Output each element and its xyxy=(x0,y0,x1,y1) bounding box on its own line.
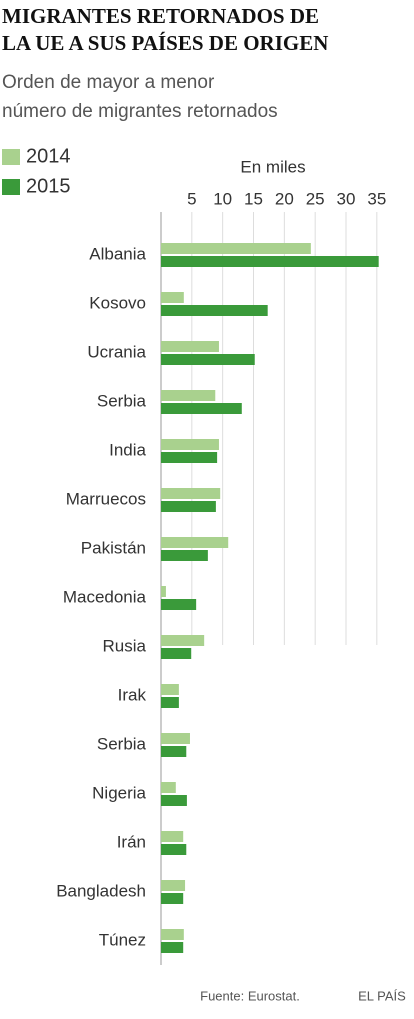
x-tick-label: 10 xyxy=(213,189,232,208)
bar xyxy=(161,795,187,806)
bar xyxy=(161,880,186,891)
brand: EL PAÍS xyxy=(358,988,406,1003)
y-tick-label: Irán xyxy=(117,832,146,851)
y-tick-label: Macedonia xyxy=(63,587,147,606)
source: Fuente: Eurostat. xyxy=(200,988,300,1003)
bar xyxy=(161,537,229,548)
bar xyxy=(161,586,166,597)
y-tick-label: Rusia xyxy=(103,636,147,655)
bar xyxy=(161,893,184,904)
y-tick-label: Túnez xyxy=(99,930,146,949)
bar xyxy=(161,354,255,365)
y-tick-label: Marruecos xyxy=(66,489,146,508)
bar xyxy=(161,550,208,561)
bar xyxy=(161,403,242,414)
x-tick-label: 30 xyxy=(337,189,356,208)
title: LA UE A SUS PAÍSES DE ORIGEN xyxy=(2,31,328,55)
x-tick-label: 25 xyxy=(306,189,325,208)
bar xyxy=(161,390,216,401)
y-tick-label: Serbia xyxy=(97,734,147,753)
y-tick-label: Ucrania xyxy=(87,342,146,361)
legend-swatch xyxy=(2,149,20,165)
y-tick-label: Pakistán xyxy=(81,538,146,557)
bar xyxy=(161,599,197,610)
bar xyxy=(161,452,218,463)
bar xyxy=(161,292,184,303)
bar xyxy=(161,782,176,793)
bar xyxy=(161,746,187,757)
bar xyxy=(161,305,268,316)
y-tick-label: Bangladesh xyxy=(56,881,146,900)
bar xyxy=(161,942,184,953)
bar xyxy=(161,684,179,695)
axis-label: En miles xyxy=(240,157,305,176)
bar xyxy=(161,697,179,708)
legend-swatch xyxy=(2,179,20,195)
bar xyxy=(161,929,184,940)
x-tick-label: 5 xyxy=(187,189,196,208)
bar xyxy=(161,439,219,450)
y-tick-label: Kosovo xyxy=(89,293,146,312)
bar xyxy=(161,733,190,744)
y-tick-label: Irak xyxy=(118,685,147,704)
bar xyxy=(161,501,216,512)
subtitle: Orden de mayor a menor xyxy=(2,72,215,93)
y-tick-label: Albania xyxy=(89,244,146,263)
subtitle: número de migrantes retornados xyxy=(2,101,278,122)
bar xyxy=(161,341,219,352)
y-tick-label: Nigeria xyxy=(92,783,146,802)
x-tick-label: 20 xyxy=(275,189,294,208)
x-tick-label: 35 xyxy=(367,189,386,208)
bar xyxy=(161,648,192,659)
bar xyxy=(161,635,205,646)
bar xyxy=(161,844,187,855)
bar xyxy=(161,488,221,499)
x-tick-label: 15 xyxy=(244,189,263,208)
bar xyxy=(161,831,184,842)
bar xyxy=(161,256,379,267)
y-tick-label: India xyxy=(109,440,146,459)
legend-label: 2014 xyxy=(26,145,71,167)
y-tick-label: Serbia xyxy=(97,391,147,410)
title: MIGRANTES RETORNADOS DE xyxy=(2,4,319,28)
legend-label: 2015 xyxy=(26,175,71,197)
bar xyxy=(161,243,311,254)
